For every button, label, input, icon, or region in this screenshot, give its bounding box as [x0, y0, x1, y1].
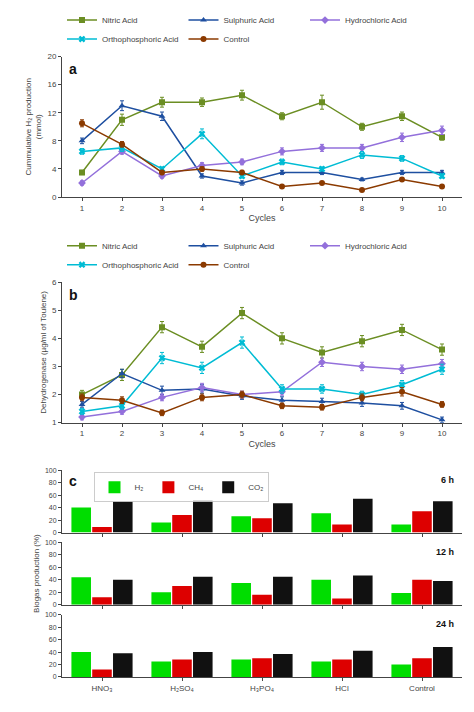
svg-text:4: 4 — [52, 334, 57, 343]
svg-text:20: 20 — [49, 661, 57, 668]
svg-text:80: 80 — [49, 479, 57, 486]
svg-text:7: 7 — [320, 204, 325, 213]
svg-text:4: 4 — [200, 204, 205, 213]
svg-text:12 h: 12 h — [436, 547, 454, 557]
svg-text:Hydrochloric Acid: Hydrochloric Acid — [345, 242, 407, 251]
svg-text:Cycles: Cycles — [248, 439, 276, 449]
svg-text:3: 3 — [52, 362, 57, 371]
svg-text:8: 8 — [52, 137, 57, 146]
svg-text:CO₂: CO₂ — [248, 483, 263, 492]
svg-text:40: 40 — [49, 504, 57, 511]
svg-text:12: 12 — [47, 109, 56, 118]
svg-text:100: 100 — [45, 611, 57, 618]
svg-text:9: 9 — [400, 429, 405, 438]
svg-text:c: c — [69, 473, 77, 489]
svg-text:Nitric Acid: Nitric Acid — [102, 242, 138, 251]
svg-text:6: 6 — [52, 278, 57, 287]
svg-text:5: 5 — [240, 204, 245, 213]
svg-text:0: 0 — [53, 601, 57, 608]
svg-text:1: 1 — [52, 418, 57, 427]
svg-text:Sulphuric Acid: Sulphuric Acid — [224, 242, 275, 251]
svg-text:HCl: HCl — [335, 684, 349, 693]
svg-text:4: 4 — [52, 165, 57, 174]
svg-text:0: 0 — [53, 529, 57, 536]
svg-text:Dehydrogenase (µg/ml of Toulen: Dehydrogenase (µg/ml of Toulene) — [39, 291, 48, 414]
svg-text:H₃PO₄: H₃PO₄ — [250, 684, 274, 693]
svg-text:H₂: H₂ — [135, 483, 144, 492]
svg-text:5: 5 — [52, 306, 57, 315]
svg-text:1: 1 — [80, 204, 85, 213]
svg-text:24 h: 24 h — [436, 619, 454, 629]
svg-text:Orthophosphoric Acid: Orthophosphoric Acid — [102, 35, 179, 44]
svg-text:HNO₃: HNO₃ — [91, 684, 112, 693]
svg-text:100: 100 — [45, 467, 57, 474]
svg-text:0: 0 — [53, 673, 57, 680]
svg-text:6: 6 — [280, 429, 285, 438]
svg-text:16: 16 — [47, 80, 56, 89]
svg-text:60: 60 — [49, 492, 57, 499]
svg-text:Orthophosphoric Acid: Orthophosphoric Acid — [102, 261, 179, 270]
svg-text:5: 5 — [240, 429, 245, 438]
svg-text:40: 40 — [49, 576, 57, 583]
svg-text:a: a — [69, 61, 77, 77]
svg-text:100: 100 — [45, 539, 57, 546]
svg-text:10: 10 — [438, 429, 447, 438]
svg-text:0: 0 — [52, 193, 57, 202]
svg-text:9: 9 — [400, 204, 405, 213]
svg-text:Sulphuric Acid: Sulphuric Acid — [224, 16, 275, 25]
svg-text:20: 20 — [47, 52, 56, 61]
svg-text:Control: Control — [224, 261, 250, 270]
svg-text:H₂SO₄: H₂SO₄ — [170, 684, 194, 693]
svg-text:Cycles: Cycles — [248, 213, 276, 223]
svg-text:7: 7 — [320, 429, 325, 438]
svg-text:1: 1 — [80, 429, 85, 438]
svg-text:80: 80 — [49, 624, 57, 631]
svg-text:60: 60 — [49, 564, 57, 571]
svg-text:Cummulative H₂ production(mmol: Cummulative H₂ production(mmol) — [24, 78, 43, 175]
svg-text:CH₄: CH₄ — [188, 483, 203, 492]
svg-text:Hydrochloric Acid: Hydrochloric Acid — [345, 16, 407, 25]
svg-text:80: 80 — [49, 551, 57, 558]
svg-text:40: 40 — [49, 649, 57, 656]
svg-text:8: 8 — [360, 204, 365, 213]
svg-text:8: 8 — [360, 429, 365, 438]
svg-text:2: 2 — [52, 390, 57, 399]
svg-text:10: 10 — [438, 204, 447, 213]
svg-text:60: 60 — [49, 636, 57, 643]
svg-text:3: 3 — [160, 429, 165, 438]
svg-text:3: 3 — [160, 204, 165, 213]
svg-text:2: 2 — [120, 429, 125, 438]
svg-text:Biogas production (%): Biogas production (%) — [32, 534, 41, 613]
svg-text:Nitric Acid: Nitric Acid — [102, 16, 138, 25]
svg-text:Control: Control — [409, 684, 435, 693]
svg-text:20: 20 — [49, 517, 57, 524]
svg-text:20: 20 — [49, 589, 57, 596]
svg-text:b: b — [69, 287, 78, 303]
svg-text:Control: Control — [224, 35, 250, 44]
svg-text:6: 6 — [280, 204, 285, 213]
svg-text:2: 2 — [120, 204, 125, 213]
svg-text:6 h: 6 h — [441, 475, 454, 485]
svg-text:4: 4 — [200, 429, 205, 438]
